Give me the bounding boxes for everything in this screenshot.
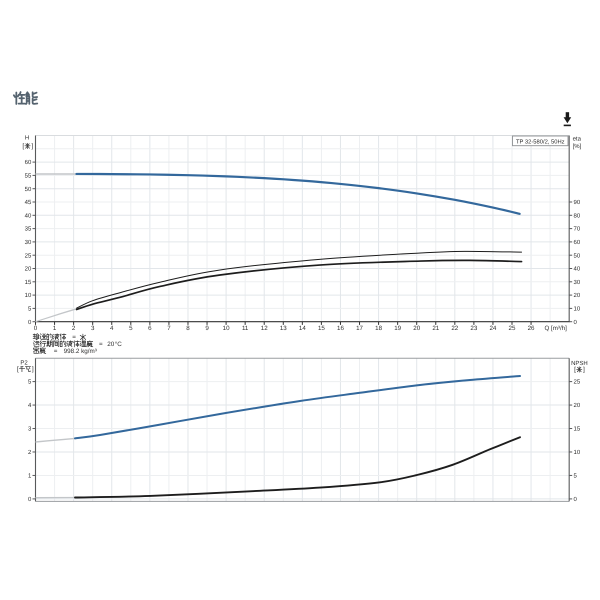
- svg-text:30: 30: [574, 279, 581, 286]
- svg-text:10: 10: [223, 325, 230, 332]
- svg-text:45: 45: [25, 199, 32, 206]
- svg-text:40: 40: [25, 212, 32, 219]
- svg-text:14: 14: [299, 325, 306, 332]
- svg-text:15: 15: [25, 279, 32, 286]
- svg-text:0: 0: [574, 319, 578, 326]
- svg-text:30: 30: [25, 239, 32, 246]
- svg-text:55: 55: [25, 173, 32, 180]
- svg-text:8: 8: [186, 325, 190, 332]
- svg-text:2: 2: [28, 449, 32, 456]
- svg-text:18: 18: [375, 325, 382, 332]
- svg-text:15: 15: [318, 325, 325, 332]
- svg-text:25: 25: [574, 379, 581, 386]
- svg-text:25: 25: [509, 325, 516, 332]
- svg-text:5: 5: [28, 379, 32, 386]
- svg-text:TP 32-580/2, 50Hz: TP 32-580/2, 50Hz: [516, 138, 565, 145]
- svg-text:11: 11: [242, 325, 249, 332]
- svg-text:1: 1: [28, 473, 32, 480]
- svg-text:26: 26: [528, 325, 535, 332]
- svg-text:60: 60: [25, 159, 32, 166]
- svg-text:=: =: [99, 341, 103, 348]
- svg-text:4: 4: [28, 402, 32, 409]
- svg-text:5: 5: [28, 306, 32, 313]
- svg-text:2: 2: [72, 325, 76, 332]
- svg-text:]: ]: [32, 366, 34, 373]
- svg-text:0: 0: [28, 496, 32, 503]
- svg-text:°C: °C: [115, 341, 123, 348]
- svg-text:50: 50: [574, 252, 581, 259]
- svg-text:Q [m³/h]: Q [m³/h]: [545, 325, 568, 332]
- svg-text:]: ]: [583, 367, 585, 374]
- svg-text:5: 5: [129, 325, 133, 332]
- svg-text:NPSH: NPSH: [571, 360, 588, 367]
- svg-text:24: 24: [489, 325, 496, 332]
- svg-text:[: [: [22, 143, 24, 150]
- svg-text:70: 70: [574, 226, 581, 233]
- svg-text:0: 0: [28, 319, 32, 326]
- svg-text:22: 22: [451, 325, 458, 332]
- svg-text:21: 21: [432, 325, 439, 332]
- svg-text:20: 20: [25, 266, 32, 273]
- svg-text:3: 3: [91, 325, 95, 332]
- svg-text:[%]: [%]: [573, 143, 582, 150]
- svg-text:=: =: [54, 348, 58, 355]
- svg-text:10: 10: [25, 292, 32, 299]
- svg-text:5: 5: [574, 473, 578, 480]
- svg-text:1: 1: [53, 325, 57, 332]
- svg-text:10: 10: [574, 449, 581, 456]
- svg-text:20: 20: [574, 292, 581, 299]
- svg-text:15: 15: [574, 426, 581, 433]
- svg-text:20: 20: [413, 325, 420, 332]
- svg-text:4: 4: [110, 325, 114, 332]
- svg-text:40: 40: [574, 266, 581, 273]
- svg-text:13: 13: [280, 325, 287, 332]
- svg-text:20: 20: [574, 402, 581, 409]
- svg-text:9: 9: [205, 325, 209, 332]
- svg-text:50: 50: [25, 186, 32, 193]
- svg-text:]: ]: [31, 143, 33, 150]
- svg-text:35: 35: [25, 226, 32, 233]
- svg-text:[: [: [574, 367, 576, 374]
- svg-text:20: 20: [107, 341, 115, 348]
- svg-text:25: 25: [25, 252, 32, 259]
- svg-text:0: 0: [574, 496, 578, 503]
- svg-text:23: 23: [470, 325, 477, 332]
- svg-text:12: 12: [261, 325, 268, 332]
- svg-text:90: 90: [574, 199, 581, 206]
- svg-text:0: 0: [34, 325, 38, 332]
- svg-text:6: 6: [148, 325, 152, 332]
- svg-text:80: 80: [574, 212, 581, 219]
- svg-text:10: 10: [574, 306, 581, 313]
- svg-text:7: 7: [167, 325, 171, 332]
- svg-text:19: 19: [394, 325, 401, 332]
- svg-text:P2: P2: [20, 360, 28, 367]
- svg-text:H: H: [25, 134, 29, 141]
- svg-text:60: 60: [574, 239, 581, 246]
- svg-text:eta: eta: [573, 137, 582, 143]
- svg-text:998.2 kg/m³: 998.2 kg/m³: [64, 348, 97, 355]
- svg-text:[: [: [17, 366, 19, 373]
- svg-text:16: 16: [337, 325, 344, 332]
- svg-text:=: =: [72, 334, 76, 341]
- svg-text:17: 17: [356, 325, 363, 332]
- svg-text:3: 3: [28, 426, 32, 433]
